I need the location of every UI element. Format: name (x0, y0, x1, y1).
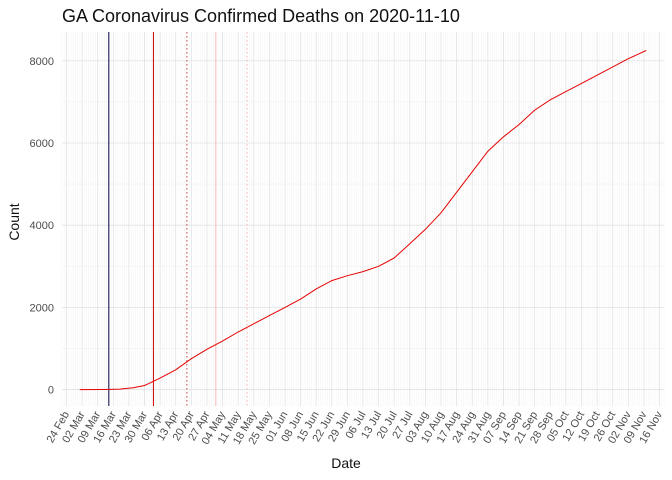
y-tick-label: 8000 (30, 56, 54, 68)
series-line (79, 50, 647, 391)
y-tick-label: 2000 (30, 302, 54, 314)
x-axis-title: Date (331, 455, 361, 471)
y-tick-label: 4000 (30, 220, 54, 232)
y-tick-label: 0 (48, 385, 54, 397)
chart-title: GA Coronavirus Confirmed Deaths on 2020-… (62, 6, 460, 26)
y-axis-title: Count (6, 203, 22, 241)
y-tick-label: 6000 (30, 138, 54, 150)
